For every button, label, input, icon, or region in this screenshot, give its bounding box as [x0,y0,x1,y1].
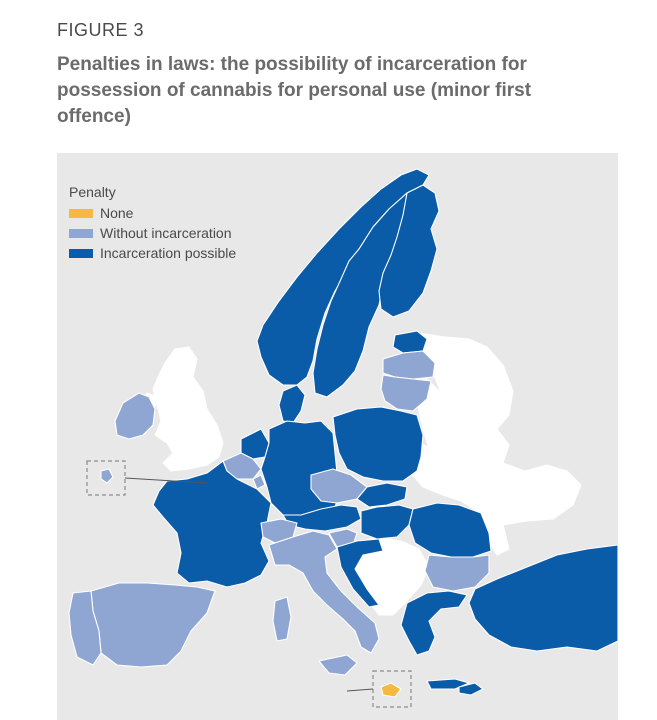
legend-item-none: None [69,203,236,223]
figure-title: Penalties in laws: the possibility of in… [57,54,532,127]
azores-leader-line [124,477,208,484]
region-turkey [468,544,618,652]
region-latvia [382,350,436,380]
region-bulgaria [424,554,490,592]
legend-swatch-without-incarceration [69,228,93,238]
region-romania [408,502,492,558]
region-sardinia [272,596,292,642]
region-hungary [360,504,414,540]
region-greece [400,590,468,656]
region-sicily [318,654,358,676]
legend-item-incarceration-possible: Incarceration possible [69,243,236,263]
region-portugal [68,590,102,666]
region-estonia [392,330,428,354]
region-denmark [278,384,306,424]
region-finland [378,184,440,318]
legend-label-incarceration-possible: Incarceration possible [100,245,237,261]
legend-swatch-none [69,208,93,218]
region-malta [380,682,402,698]
region-spain [90,582,216,668]
map-panel: Penalty None Without incarceration Incar… [57,153,618,720]
legend-swatch-incarceration-possible [69,248,93,258]
azores-inset-frame [86,460,126,496]
region-italy [268,530,380,654]
legend-label-without-incarceration: Without incarceration [100,225,232,241]
legend-item-without-incarceration: Without incarceration [69,223,236,243]
region-lithuania [380,374,432,412]
figure-label: FIGURE 3 [57,20,145,40]
region-slovenia [328,528,358,548]
region-ukraine [408,442,582,526]
map-legend: Penalty None Without incarceration Incar… [69,184,236,263]
region-croatia [336,538,384,608]
region-uk [152,346,224,472]
legend-label-none: None [100,205,134,221]
region-ireland [114,392,156,440]
malta-leader-line [346,688,374,692]
region-poland [332,406,424,482]
region-azores [100,468,114,484]
legend-title: Penalty [69,184,116,200]
region-cyprus [458,682,484,696]
europe-map [68,168,618,708]
region-france [152,460,272,588]
region-luxembourg [252,474,266,490]
region-slovakia [356,482,408,508]
